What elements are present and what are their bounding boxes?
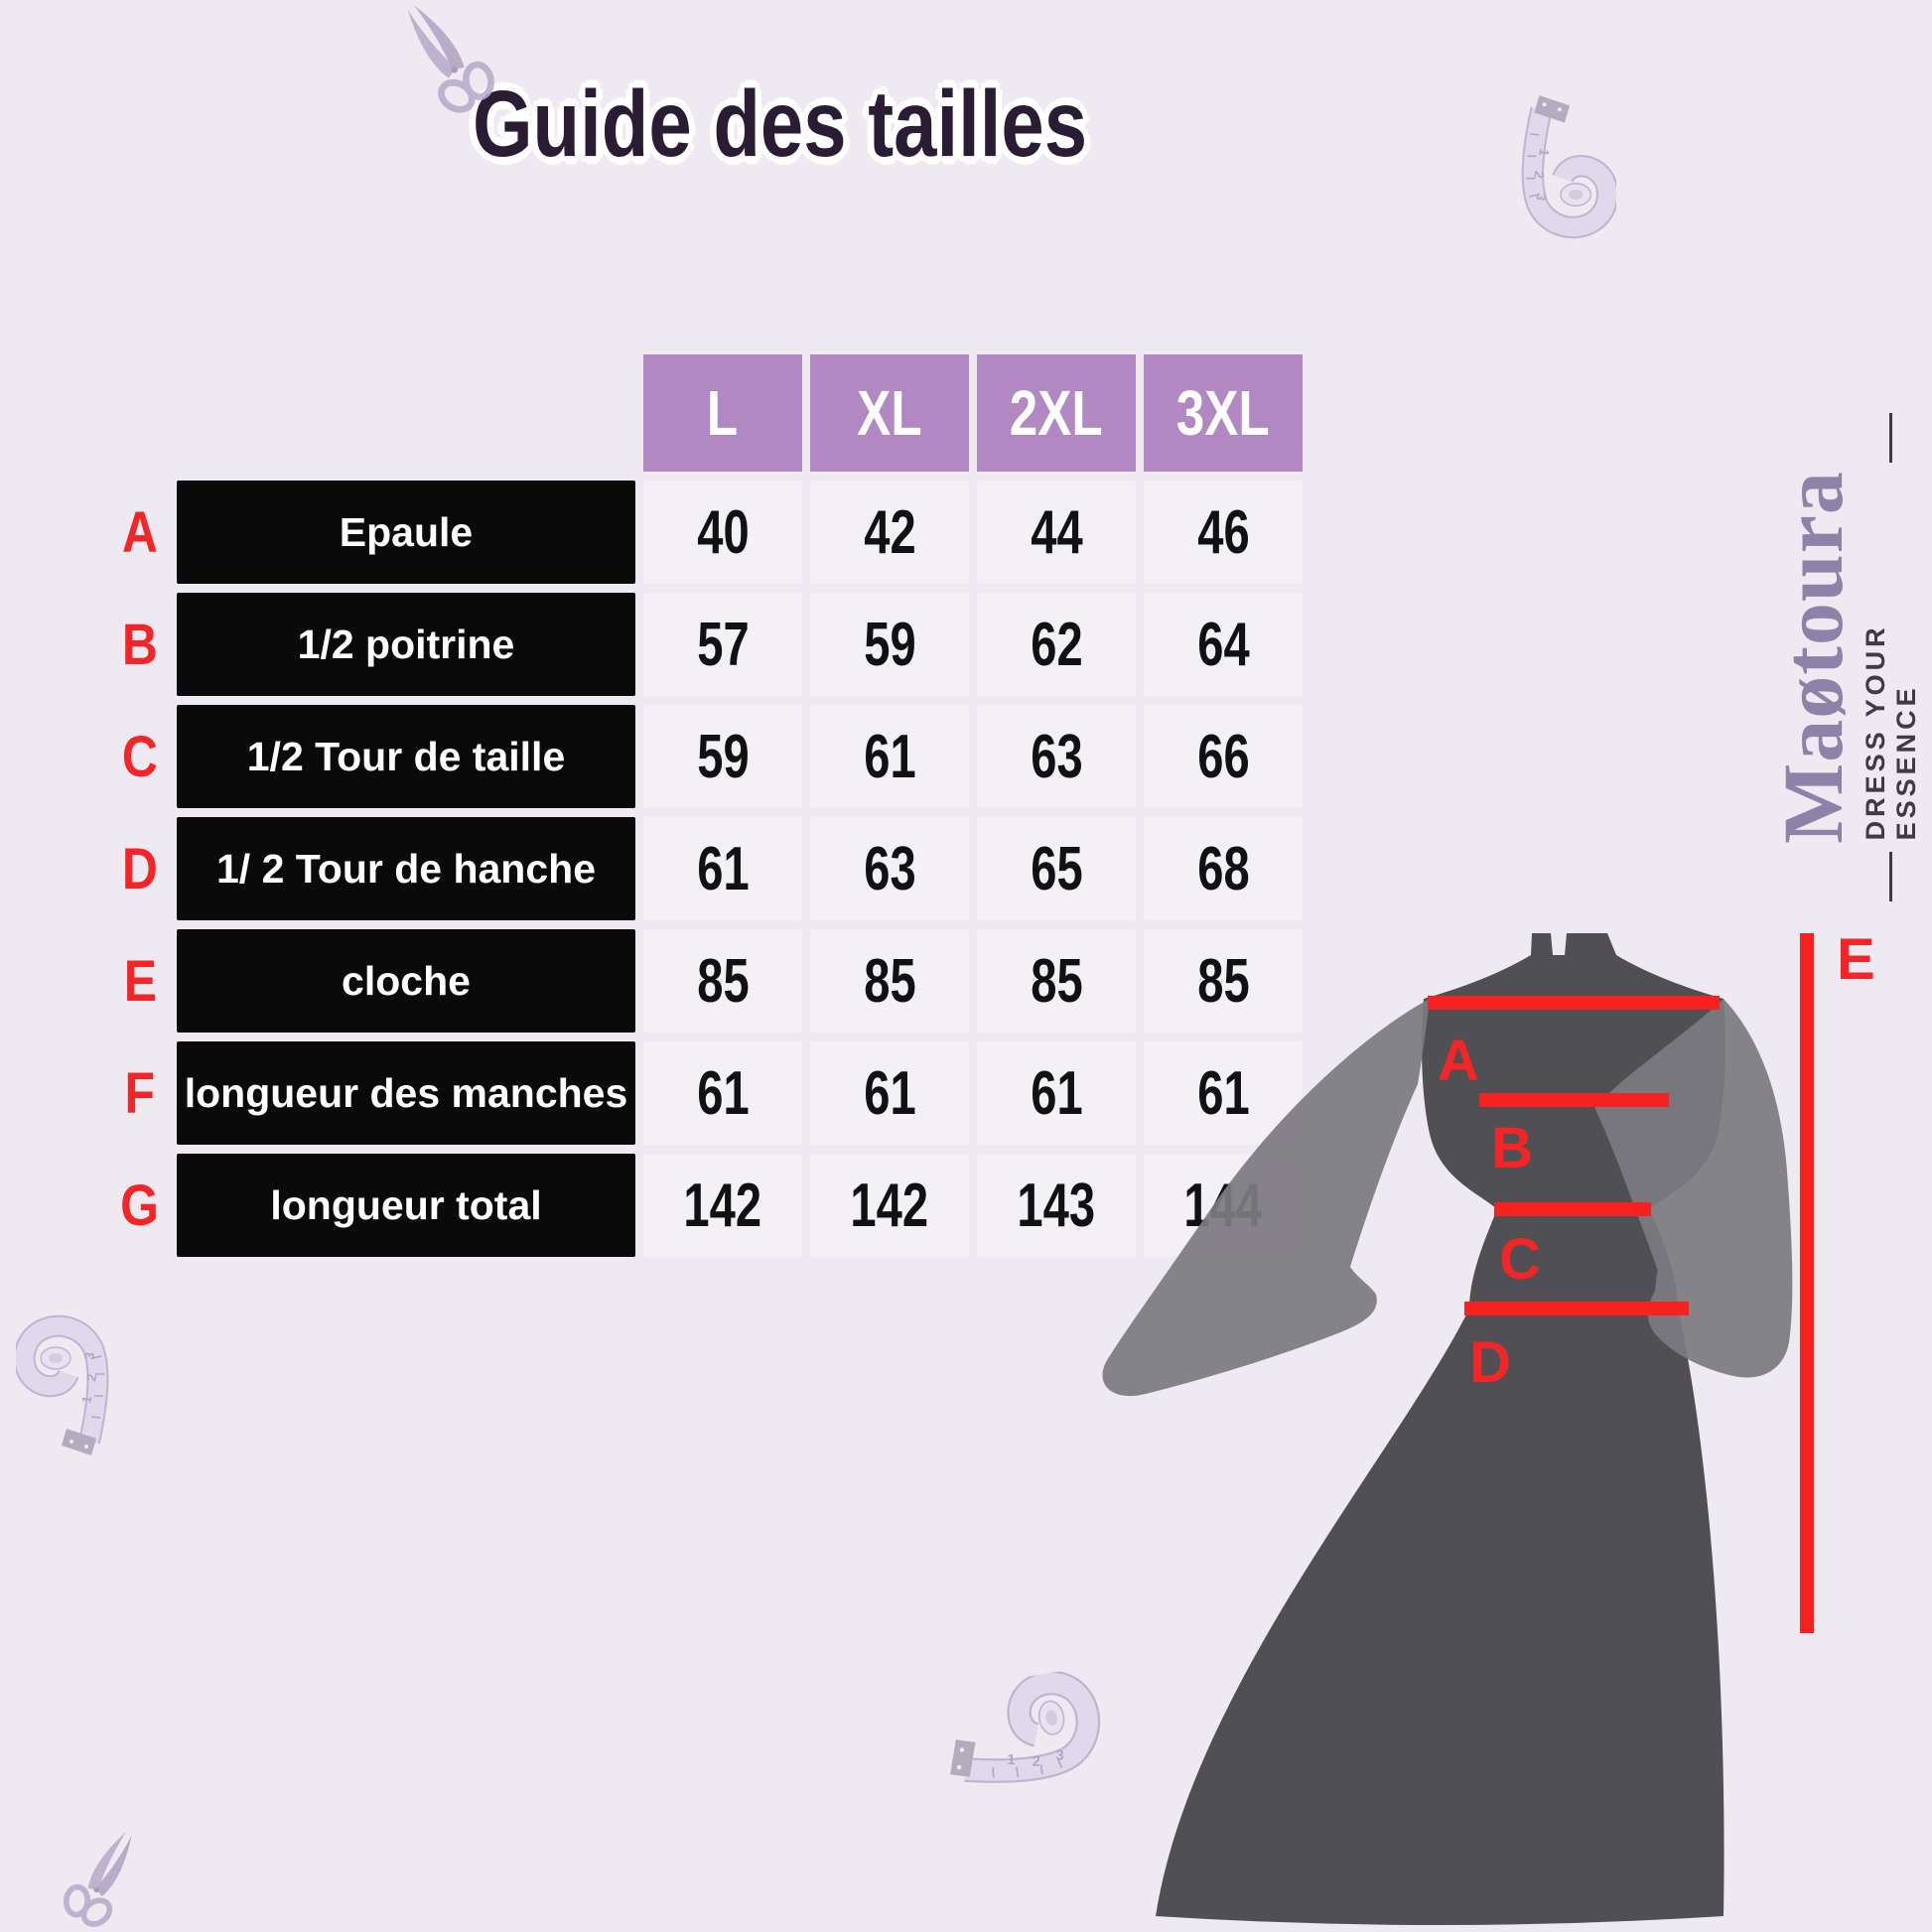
- size-value: 61: [810, 1041, 969, 1145]
- size-value: 64: [1144, 593, 1303, 696]
- brand-block: Maøtoura DRESS YOUR ESSENCE: [1765, 412, 1922, 901]
- size-value: 85: [810, 929, 969, 1033]
- dress-body-shape: [1156, 933, 1725, 1925]
- row-letter: A: [121, 499, 159, 565]
- size-value: 142: [643, 1154, 802, 1257]
- tape-number: 2: [1033, 1754, 1040, 1770]
- size-value: 68: [1144, 817, 1303, 920]
- size-value: 40: [643, 481, 802, 584]
- size-value: 85: [977, 929, 1136, 1033]
- tape-number: 3: [1533, 192, 1549, 202]
- table-corner-spacer: [111, 354, 169, 472]
- tape-number: 1: [78, 1395, 94, 1405]
- table-label-spacer: [177, 354, 635, 472]
- row-letter: B: [121, 612, 159, 677]
- size-value: 142: [810, 1154, 969, 1257]
- scissors-icon: [407, 5, 494, 113]
- brand-tagline-text: DRESS YOUR ESSENCE: [1860, 623, 1921, 841]
- page-title-text: Guide des tailles: [472, 71, 1087, 177]
- size-value: 59: [643, 705, 802, 808]
- row-letter: G: [120, 1173, 160, 1238]
- tape-measure-icon: 1 2 3: [16, 1314, 109, 1455]
- size-value: 61: [810, 705, 969, 808]
- size-value: 85: [1144, 929, 1303, 1033]
- size-col-header-3xl: 3XL: [1144, 354, 1303, 472]
- row-label: 1/2 Tour de taille: [177, 705, 635, 808]
- measure-marker-d: D: [1469, 1330, 1511, 1395]
- tape-measure-icon: 1 2 3: [950, 1670, 1101, 1783]
- row-label: Epaule: [177, 481, 635, 584]
- size-value: 63: [977, 705, 1136, 808]
- size-value: 59: [810, 593, 969, 696]
- tape-measure-icon: 1 2 3: [1521, 95, 1616, 239]
- size-value: 46: [1144, 481, 1303, 584]
- row-label: longueur des manches: [177, 1041, 635, 1145]
- size-value: 66: [1144, 705, 1303, 808]
- brand-tagline: DRESS YOUR ESSENCE: [1860, 412, 1922, 901]
- row-letter: C: [121, 724, 159, 789]
- dress-left-sleeve: [1102, 999, 1430, 1397]
- size-value: 62: [977, 593, 1136, 696]
- size-value: 57: [643, 593, 802, 696]
- size-value: 61: [977, 1041, 1136, 1145]
- tape-number: 1: [1536, 148, 1552, 158]
- size-col-header-xl: XL: [810, 354, 969, 472]
- row-letter: E: [123, 948, 157, 1014]
- size-value: 65: [977, 817, 1136, 920]
- tape-number: 3: [81, 1351, 97, 1361]
- row-label: 1/2 poitrine: [177, 593, 635, 696]
- measure-marker-b: B: [1491, 1116, 1533, 1180]
- tape-number: 1: [1007, 1752, 1015, 1768]
- measure-marker-a: A: [1438, 1029, 1479, 1093]
- size-col-header-2xl: 2XL: [977, 354, 1136, 472]
- size-value: 61: [643, 1041, 802, 1145]
- size-value: 44: [977, 481, 1136, 584]
- size-value: 63: [810, 817, 969, 920]
- brand-logo: Maøtoura: [1765, 471, 1861, 844]
- size-value: 42: [810, 481, 969, 584]
- size-value: 85: [643, 929, 802, 1033]
- measure-marker-c: C: [1499, 1227, 1541, 1292]
- size-value: 143: [977, 1154, 1136, 1257]
- tape-number: 2: [1531, 170, 1547, 180]
- page-title: Guide des tailles: [0, 77, 1559, 172]
- row-label: longueur total: [177, 1154, 635, 1257]
- tape-number: 2: [83, 1373, 99, 1383]
- size-table: L XL 2XL 3XL A Epaule 40 42 44 46 B 1/2 …: [111, 354, 1303, 1257]
- tape-number: 3: [1055, 1748, 1063, 1764]
- scissors-icon: [63, 1831, 132, 1927]
- row-letter: D: [121, 836, 159, 901]
- size-col-header-l: L: [643, 354, 802, 472]
- row-letter: F: [124, 1060, 156, 1126]
- tagline-dash: [1889, 412, 1893, 463]
- dress-measurement-diagram: A B C D E: [1102, 927, 1875, 1925]
- row-label: cloche: [177, 929, 635, 1033]
- size-value: 61: [643, 817, 802, 920]
- measure-marker-e: E: [1837, 927, 1875, 992]
- row-label: 1/ 2 Tour de hanche: [177, 817, 635, 920]
